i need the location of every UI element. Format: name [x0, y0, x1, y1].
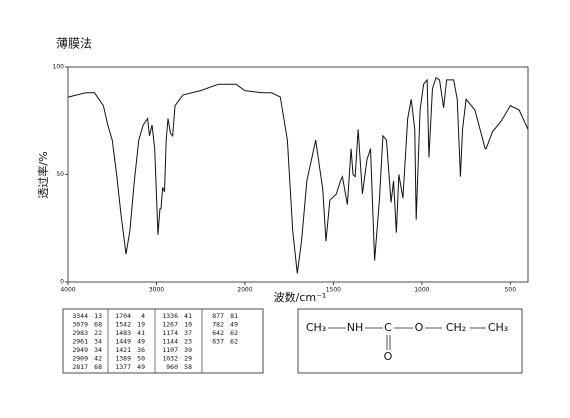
y-tick-label: 0: [60, 279, 64, 286]
peak-wavenumber: 637: [212, 338, 224, 346]
peak-transmittance: 42: [94, 355, 102, 363]
peak-transmittance: 29: [184, 355, 192, 363]
x-tick-label: 1500: [326, 287, 341, 294]
peak-transmittance: 41: [137, 329, 145, 337]
x-tick-label: 2000: [237, 287, 252, 294]
peak-transmittance: 22: [94, 329, 102, 337]
peak-wavenumber: 960: [166, 363, 178, 371]
peak-wavenumber: 1377: [115, 363, 131, 371]
x-tick-label: 1000: [414, 287, 429, 294]
structure-group: CH₃: [488, 321, 508, 334]
peak-transmittance: 13: [94, 312, 102, 320]
peak-transmittance: 62: [230, 338, 238, 346]
peak-transmittance: 23: [184, 338, 192, 346]
peak-transmittance: 4: [141, 312, 145, 320]
peak-transmittance: 19: [137, 321, 145, 329]
peak-wavenumber: 2961: [72, 338, 88, 346]
chart-title: 薄膜法: [56, 36, 92, 51]
peak-wavenumber: 1336: [162, 312, 178, 320]
peak-transmittance: 62: [230, 329, 238, 337]
peak-transmittance: 37: [184, 329, 192, 337]
y-tick-label: 50: [56, 171, 64, 178]
structure-oxygen: O: [384, 350, 393, 363]
peak-wavenumber: 1449: [115, 338, 131, 346]
peak-wavenumber: 782: [212, 321, 224, 329]
peak-wavenumber: 1389: [115, 355, 131, 363]
structure-group: CH₃: [306, 321, 326, 334]
peak-wavenumber: 1421: [115, 346, 131, 354]
x-tick-label: 3000: [149, 287, 164, 294]
peak-transmittance: 49: [137, 338, 145, 346]
peak-transmittance: 50: [137, 355, 145, 363]
peak-wavenumber: 1542: [115, 321, 131, 329]
peak-wavenumber: 1144: [162, 338, 178, 346]
peak-wavenumber: 2909: [72, 355, 88, 363]
peak-wavenumber: 1267: [162, 321, 178, 329]
peak-transmittance: 68: [94, 363, 102, 371]
y-tick-label: 100: [53, 64, 65, 71]
peak-wavenumber: 1107: [162, 346, 178, 354]
peak-wavenumber: 3079: [72, 321, 88, 329]
peak-wavenumber: 1174: [162, 329, 178, 337]
peak-table-frame: [62, 308, 264, 374]
structure-frame: [297, 308, 523, 374]
peak-transmittance: 49: [230, 321, 238, 329]
x-tick-label: 4000: [60, 287, 75, 294]
structure-group: NH: [347, 321, 364, 334]
structure-group: C: [384, 321, 392, 334]
peak-transmittance: 49: [137, 363, 145, 371]
structure-group: CH₂: [446, 321, 466, 334]
peak-wavenumber: 642: [212, 329, 224, 337]
peak-transmittance: 34: [94, 346, 102, 354]
peak-wavenumber: 1704: [115, 312, 131, 320]
y-axis-label: 透过率/%: [36, 151, 50, 198]
plot-frame: [67, 66, 529, 283]
peak-wavenumber: 1483: [115, 329, 131, 337]
peak-wavenumber: 2983: [72, 329, 88, 337]
peak-wavenumber: 1032: [162, 355, 178, 363]
peak-transmittance: 68: [94, 321, 102, 329]
peak-wavenumber: 2949: [72, 346, 88, 354]
peak-transmittance: 39: [184, 346, 192, 354]
x-tick-label: 500: [505, 287, 517, 294]
spectrum-line: [67, 76, 529, 274]
structure-group: O: [415, 321, 424, 334]
peak-transmittance: 34: [94, 338, 102, 346]
peak-transmittance: 10: [184, 321, 192, 329]
peak-wavenumber: 2817: [72, 363, 88, 371]
peak-wavenumber: 3344: [72, 312, 88, 320]
structure: [328, 327, 486, 350]
peak-wavenumber: 877: [212, 312, 224, 320]
peak-transmittance: 36: [137, 346, 145, 354]
peak-transmittance: 41: [184, 312, 192, 320]
x-axis-label: 波数/cm⁻¹: [274, 291, 327, 304]
peak-transmittance: 58: [184, 363, 192, 371]
peak-transmittance: 81: [230, 312, 238, 320]
